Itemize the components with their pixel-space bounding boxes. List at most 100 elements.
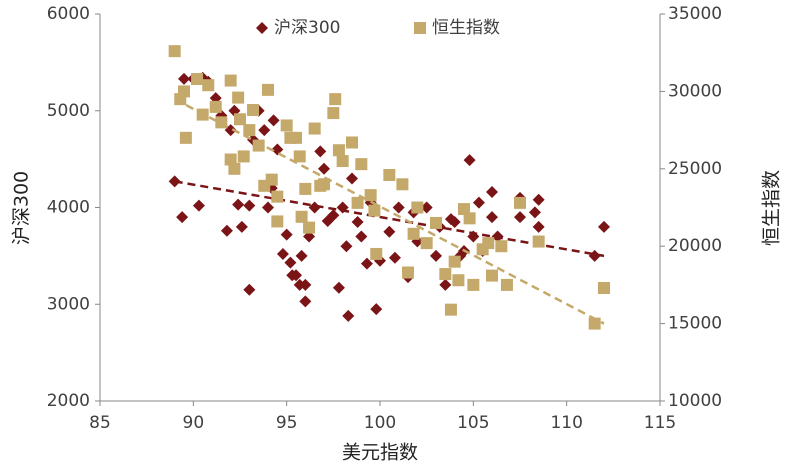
point [420,201,433,214]
point [360,257,373,270]
point [191,73,204,86]
point [351,216,364,229]
point [202,79,215,92]
point [402,266,414,279]
trendline [174,180,605,258]
point [370,247,383,260]
point [486,269,498,282]
point [342,309,355,322]
point [224,153,237,166]
y2-tick-label: 35000 [668,4,722,24]
point [420,237,433,250]
point [258,124,271,137]
point [299,182,312,195]
point [271,143,284,156]
point [295,210,308,223]
point [178,85,190,98]
y-axis-title: 沪深300 [11,171,33,245]
point [234,113,246,126]
point [452,274,465,287]
point [290,269,302,282]
point [327,209,340,222]
x-tick-label: 90 [183,413,205,433]
point [332,281,345,294]
point [232,91,245,104]
point [168,45,181,58]
point [280,228,293,241]
point [220,224,233,237]
point [346,136,358,149]
point [458,203,470,216]
point [329,93,342,106]
legend-label: 沪深300 [274,18,340,38]
y2-tick-label: 10000 [668,391,722,411]
point [262,83,274,96]
point [327,107,340,120]
point [532,220,545,233]
point [299,295,312,308]
point [532,193,545,206]
point [364,189,377,202]
point [411,201,424,214]
point [271,190,284,203]
point [265,173,278,186]
point [276,247,289,260]
point [314,145,327,158]
point [280,119,293,132]
point [247,103,260,116]
point [500,278,513,291]
y2-tick-label: 20000 [668,236,722,256]
point [318,162,330,175]
point [430,216,442,229]
point [463,154,476,167]
point [392,201,405,214]
point [252,139,265,152]
point [598,281,610,294]
point [262,201,274,214]
point [472,196,485,209]
point [486,211,498,224]
point [588,317,601,330]
point [388,251,401,264]
point [176,211,189,224]
point [383,225,396,238]
point [308,201,321,214]
x-axis-title: 美元指数 [342,442,418,464]
y-tick-label: 2000 [47,391,90,411]
y2-axis-title: 恒生指数 [761,170,783,246]
point [271,215,284,228]
point [463,212,476,225]
y-tick-label: 6000 [47,4,90,24]
point [407,227,420,240]
x-tick-label: 110 [550,413,582,433]
point [243,283,256,296]
point [528,206,541,219]
point [284,256,297,269]
point [178,72,190,85]
point [293,150,306,163]
point [448,216,461,229]
point [514,211,526,224]
point [495,240,508,253]
point [439,268,452,281]
point [224,74,237,87]
point [482,237,495,250]
point [179,131,192,144]
point [368,204,381,217]
point [308,122,321,135]
point [370,303,383,316]
point [235,220,248,233]
point [396,178,409,191]
point [224,124,237,137]
point [228,162,241,175]
y2-tick-label: 15000 [668,314,722,334]
point [346,172,358,185]
point [290,131,302,144]
point [237,150,250,163]
point [514,196,526,209]
point [243,199,256,212]
y-tick-label: 4000 [47,198,90,218]
point [340,240,353,253]
point [332,144,345,157]
